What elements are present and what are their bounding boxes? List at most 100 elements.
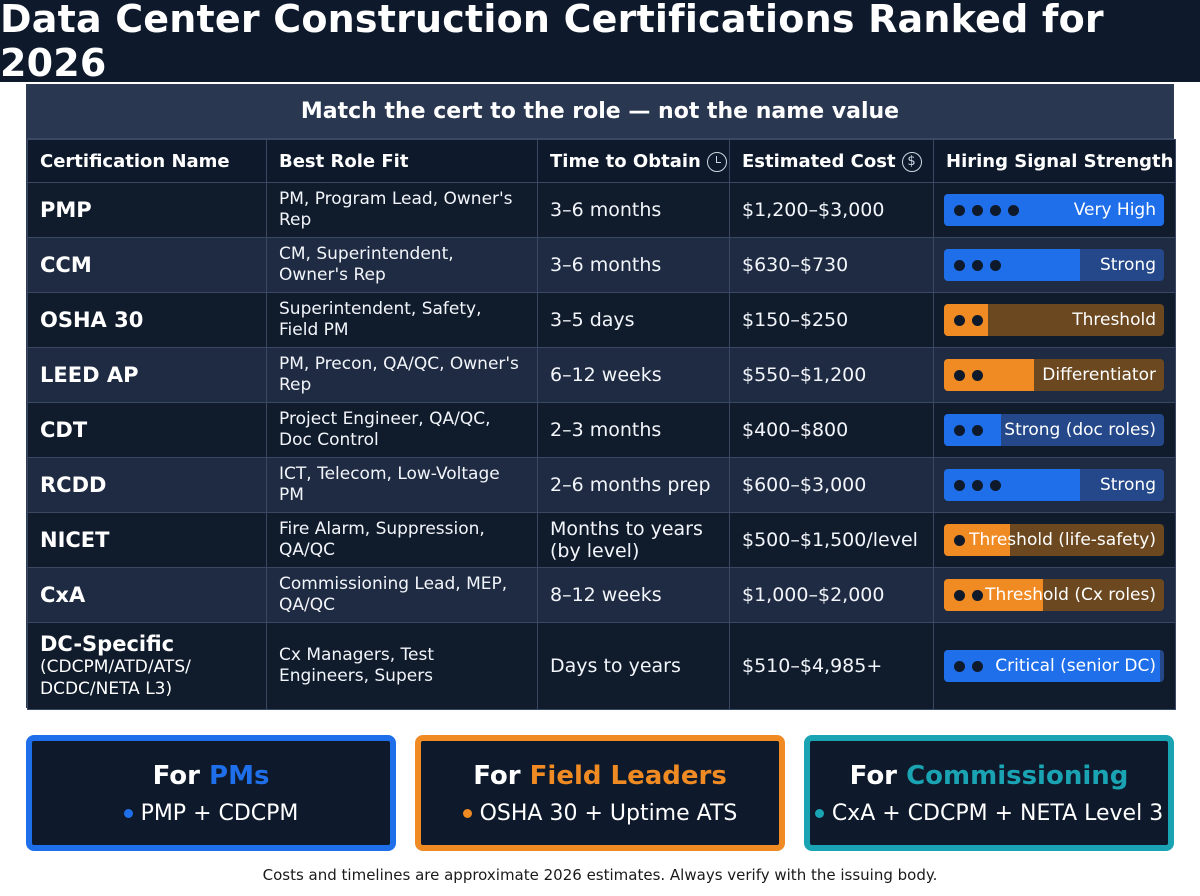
signal-strength-bar: Threshold	[944, 304, 1164, 336]
hiring-signal-cell: Threshold (Cx roles)	[933, 567, 1176, 623]
cert-name-cell: DC-Specific (CDCPM/ATD/ATS/ DCDC/NETA L3)	[27, 622, 267, 710]
signal-dot-icon	[954, 479, 965, 491]
signal-strength-bar: Critical (senior DC)	[944, 650, 1164, 682]
signal-strength-bar: Strong	[944, 249, 1164, 281]
column-header-role-label: Best Role Fit	[279, 150, 409, 172]
cert-name: RCDD	[40, 473, 107, 497]
bullet-icon	[123, 808, 133, 818]
hiring-signal-cell: Threshold (life-safety)	[933, 512, 1176, 568]
bullet-icon	[462, 808, 472, 818]
signal-dots	[954, 579, 983, 611]
cert-name-cell: CCM	[27, 237, 267, 293]
table-body: PMP PM, Program Lead, Owner's Rep 3–6 mont…	[27, 182, 1176, 710]
signal-dot-icon	[972, 589, 983, 601]
signal-label: Threshold (life-safety)	[969, 530, 1156, 550]
table-row: CDT Project Engineer, QA/QC, Doc Control 2…	[27, 402, 1176, 458]
estimated-cost-cell: $600–$3,000	[729, 457, 934, 513]
table-row: CxA Commissioning Lead, MEP, QA/QC 8–12 we…	[27, 567, 1176, 623]
page-title: Data Center Construction Certifications …	[0, 0, 1104, 85]
signal-dot-icon	[954, 369, 965, 381]
cert-name-cell: NICET	[27, 512, 267, 568]
signal-dots	[954, 249, 1001, 281]
cert-name: CCM	[40, 253, 92, 277]
card-title: For PMs	[152, 760, 270, 791]
estimated-cost-cell: $1,000–$2,000	[729, 567, 934, 623]
signal-dot-icon	[972, 314, 983, 326]
signal-dots	[954, 194, 1019, 226]
recommendation-cards: For PMs PMP + CDCPM For Field Leaders OS…	[26, 735, 1174, 851]
time-to-obtain-cell: 8–12 weeks	[537, 567, 730, 623]
cert-name-cell: OSHA 30	[27, 292, 267, 348]
signal-label: Differentiator	[1042, 365, 1156, 385]
signal-dot-icon	[990, 259, 1001, 271]
signal-dot-icon	[954, 660, 965, 672]
time-to-obtain-cell: Months to years (by level)	[537, 512, 730, 568]
cert-name: PMP	[40, 198, 92, 222]
cert-name-cell: CxA	[27, 567, 267, 623]
card-highlight: Commissioning	[906, 760, 1129, 791]
certifications-table: Match the cert to the role — not the nam…	[26, 84, 1176, 710]
estimated-cost-cell: $500–$1,500/level	[729, 512, 934, 568]
time-to-obtain-cell: 3–6 months	[537, 237, 730, 293]
signal-dot-icon	[954, 424, 965, 436]
hiring-signal-cell: Strong (doc roles)	[933, 402, 1176, 458]
time-to-obtain-cell: 2–3 months	[537, 402, 730, 458]
table-row: OSHA 30 Superintendent, Safety, Field PM 3…	[27, 292, 1176, 348]
column-header-time: Time to Obtain	[537, 139, 730, 183]
time-to-obtain-cell: Days to years	[537, 622, 730, 710]
column-header-cost: Estimated Cost $	[729, 139, 934, 183]
card-body: OSHA 30 + Uptime ATS	[462, 800, 738, 826]
footer-note: Costs and timelines are approximate 2026…	[262, 866, 938, 884]
estimated-cost-cell: $1,200–$3,000	[729, 182, 934, 238]
cert-name: DC-Specific	[40, 632, 175, 656]
table-header-row: Certification Name Best Role Fit Time to…	[27, 139, 1176, 183]
signal-dot-icon	[954, 204, 965, 216]
signal-strength-bar: Very High	[944, 194, 1164, 226]
card-title: For Field Leaders	[473, 760, 727, 791]
signal-dot-icon	[972, 660, 983, 672]
cert-name: CDT	[40, 418, 88, 442]
cert-name: OSHA 30	[40, 308, 144, 332]
signal-strength-bar: Strong (doc roles)	[944, 414, 1164, 446]
signal-strength-bar: Differentiator	[944, 359, 1164, 391]
card-title: For Commissioning	[849, 760, 1129, 791]
role-fit-cell: PM, Precon, QA/QC, Owner's Rep	[266, 347, 538, 403]
signal-label: Threshold	[1072, 310, 1156, 330]
column-header-cost-label: Estimated Cost	[742, 150, 896, 172]
signal-dot-icon	[954, 259, 965, 271]
estimated-cost-cell: $400–$800	[729, 402, 934, 458]
signal-dots	[954, 414, 983, 446]
role-fit-cell: ICT, Telecom, Low-Voltage PM	[266, 457, 538, 513]
table-row: DC-Specific (CDCPM/ATD/ATS/ DCDC/NETA L3)…	[27, 622, 1176, 710]
signal-dot-icon	[972, 204, 983, 216]
estimated-cost-cell: $630–$730	[729, 237, 934, 293]
bullet-icon	[814, 808, 824, 818]
role-fit-cell: CM, Superintendent, Owner's Rep	[266, 237, 538, 293]
dollar-icon: $	[901, 151, 922, 172]
cert-name-cell: LEED AP	[27, 347, 267, 403]
time-to-obtain-cell: 2–6 months prep	[537, 457, 730, 513]
signal-dots	[954, 469, 1001, 501]
card-pms: For PMs PMP + CDCPM	[26, 735, 396, 851]
table-row: PMP PM, Program Lead, Owner's Rep 3–6 mont…	[27, 182, 1176, 238]
signal-dot-icon	[954, 589, 965, 601]
card-body-text: OSHA 30 + Uptime ATS	[479, 800, 738, 826]
hiring-signal-cell: Critical (senior DC)	[933, 622, 1176, 710]
estimated-cost-cell: $510–$4,985+	[729, 622, 934, 710]
clock-icon	[706, 151, 727, 172]
column-header-name-label: Certification Name	[40, 150, 230, 172]
signal-dot-icon	[990, 479, 1001, 491]
cert-name-cell: PMP	[27, 182, 267, 238]
hiring-signal-cell: Strong	[933, 237, 1176, 293]
role-fit-cell: Project Engineer, QA/QC, Doc Control	[266, 402, 538, 458]
signal-fill	[944, 249, 1081, 281]
role-fit-cell: Superintendent, Safety, Field PM	[266, 292, 538, 348]
table-row: CCM CM, Superintendent, Owner's Rep 3–6 mo…	[27, 237, 1176, 293]
table-row: LEED AP PM, Precon, QA/QC, Owner's Rep 6–1…	[27, 347, 1176, 403]
column-header-name: Certification Name	[27, 139, 267, 183]
cert-name-detail: (CDCPM/ATD/ATS/ DCDC/NETA L3)	[40, 657, 191, 699]
card-body: CxA + CDCPM + NETA Level 3	[814, 801, 1163, 826]
time-to-obtain-cell: 3–5 days	[537, 292, 730, 348]
column-header-signal-label: Hiring Signal Strength	[946, 150, 1174, 172]
card-body: PMP + CDCPM	[123, 801, 298, 826]
